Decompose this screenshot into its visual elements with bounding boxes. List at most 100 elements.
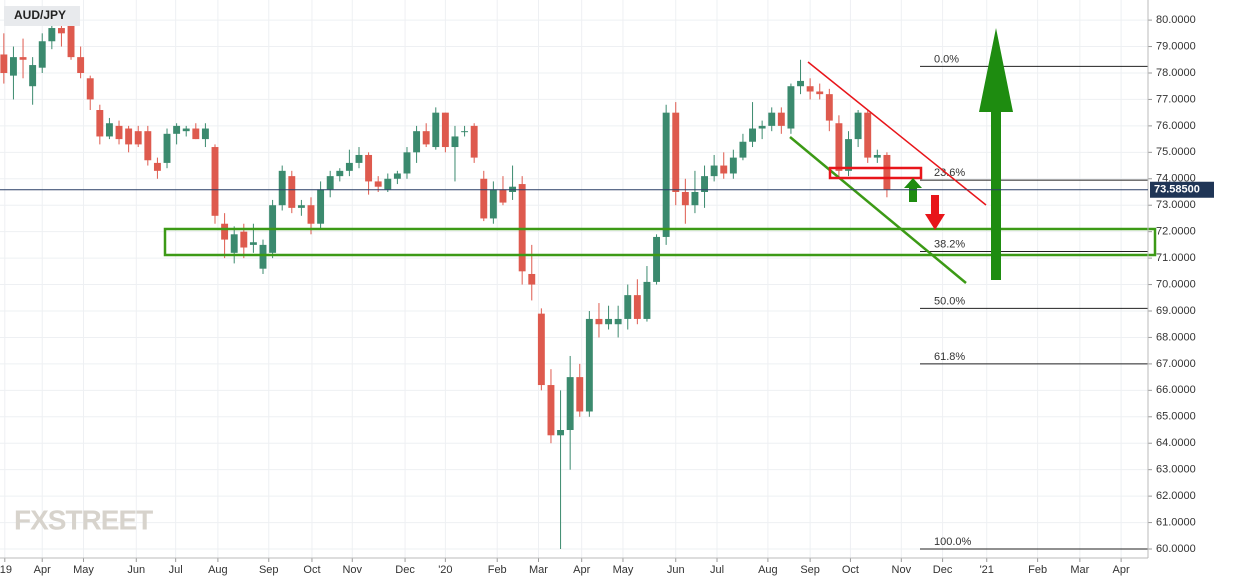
candle-body xyxy=(240,231,248,248)
x-tick-label: Mar xyxy=(1070,564,1089,576)
candle-body xyxy=(345,162,353,171)
candle-body xyxy=(739,141,747,158)
arrow xyxy=(925,195,945,230)
candle-body xyxy=(470,125,478,158)
candle-body xyxy=(835,123,843,171)
candle-body xyxy=(201,128,209,140)
candle-body xyxy=(518,184,526,272)
y-tick-label: 69.0000 xyxy=(1156,305,1196,317)
candle-body xyxy=(461,131,469,133)
candle-body xyxy=(854,112,862,140)
candle-body xyxy=(720,165,728,174)
x-tick-label: Feb xyxy=(1028,564,1047,576)
candle-body xyxy=(662,112,670,237)
candle-body xyxy=(86,78,94,100)
y-tick-label: 72.0000 xyxy=(1156,226,1196,238)
candle-body xyxy=(825,94,833,121)
candle-body xyxy=(336,170,344,177)
candle-body xyxy=(115,125,123,140)
x-tick-label: Apr xyxy=(34,564,51,576)
fib-label: 50.0% xyxy=(934,295,965,307)
candle-body xyxy=(192,128,200,140)
candle-body xyxy=(19,57,27,60)
candle-body xyxy=(96,110,104,137)
y-tick-label: 80.0000 xyxy=(1156,14,1196,26)
candle-body xyxy=(672,112,680,192)
candle-body xyxy=(153,162,161,171)
candle-body xyxy=(653,236,661,282)
grid xyxy=(0,0,1148,558)
y-tick-label: 60.0000 xyxy=(1156,543,1196,555)
last-price-box xyxy=(1150,181,1214,198)
x-tick-label: '21 xyxy=(980,564,994,576)
candle-body xyxy=(758,125,766,129)
candle-body xyxy=(557,430,565,436)
chart-title: AUD/JPY xyxy=(14,8,66,22)
y-tick-label: 74.0000 xyxy=(1156,173,1196,185)
candle-body xyxy=(403,152,411,174)
y-tick-label: 73.0000 xyxy=(1156,199,1196,211)
trend-line xyxy=(789,136,967,284)
y-tick-label: 63.0000 xyxy=(1156,464,1196,476)
candle-body xyxy=(278,170,286,206)
candle-body xyxy=(749,128,756,142)
candle-body xyxy=(816,91,824,95)
x-tick-label: Sep xyxy=(259,564,279,576)
candle-body xyxy=(576,377,584,412)
trend-line xyxy=(807,61,987,206)
fib-label: 0.0% xyxy=(934,53,959,65)
resistance-box xyxy=(828,166,923,180)
candle-body xyxy=(297,205,305,208)
candle-body xyxy=(566,377,574,431)
candle-body xyxy=(873,154,881,158)
x-tick-label: Oct xyxy=(303,564,320,576)
candle-body xyxy=(681,191,689,206)
candle-body xyxy=(643,281,651,319)
watermark: FXSTREET xyxy=(14,504,153,535)
candle-body xyxy=(249,242,257,245)
candle-body xyxy=(480,178,488,219)
fib-label: 38.2% xyxy=(934,238,965,250)
y-tick-label: 68.0000 xyxy=(1156,331,1196,343)
candle-body xyxy=(317,189,325,224)
candle-body xyxy=(355,154,363,163)
support-zone xyxy=(163,227,1157,257)
candle-body xyxy=(595,318,603,325)
candle-body xyxy=(432,112,440,148)
x-tick-label: Jul xyxy=(169,564,183,576)
y-tick-label: 62.0000 xyxy=(1156,490,1196,502)
candle-body xyxy=(125,128,133,145)
candle-body xyxy=(77,57,85,73)
candle-body xyxy=(326,176,334,190)
fib-levels: 0.0% 23.6% 38.2% 50.0% 61.8% 100.0% xyxy=(920,53,1148,550)
candle-body xyxy=(768,112,776,126)
x-tick-label: Feb xyxy=(488,564,507,576)
x-tick-label: '20 xyxy=(438,564,452,576)
x-tick-label: May xyxy=(73,564,94,576)
candle-body xyxy=(489,189,497,219)
candle-body xyxy=(787,86,795,129)
candle-body xyxy=(384,178,392,190)
candle-body xyxy=(230,234,238,253)
y-tick-label: 79.0000 xyxy=(1156,40,1196,52)
candle-body xyxy=(48,28,56,42)
candle-body xyxy=(67,20,75,58)
y-tick-label: 77.0000 xyxy=(1156,93,1196,105)
candle-body xyxy=(413,131,421,153)
candle-body xyxy=(797,80,804,87)
candles xyxy=(0,6,891,550)
candle-body xyxy=(422,131,430,145)
fib-label: 100.0% xyxy=(934,536,972,548)
candle-body xyxy=(173,125,181,134)
fib-label: 23.6% xyxy=(934,167,965,179)
x-tick-label: Jun xyxy=(667,564,685,576)
candle-body xyxy=(633,295,641,319)
candle-body xyxy=(182,128,190,132)
y-tick-label: 61.0000 xyxy=(1156,516,1196,528)
candle-body xyxy=(710,165,718,177)
y-tick-label: 78.0000 xyxy=(1156,67,1196,79)
candle-body xyxy=(259,244,267,269)
candle-body xyxy=(365,154,373,182)
x-tick-label: Nov xyxy=(892,564,912,576)
